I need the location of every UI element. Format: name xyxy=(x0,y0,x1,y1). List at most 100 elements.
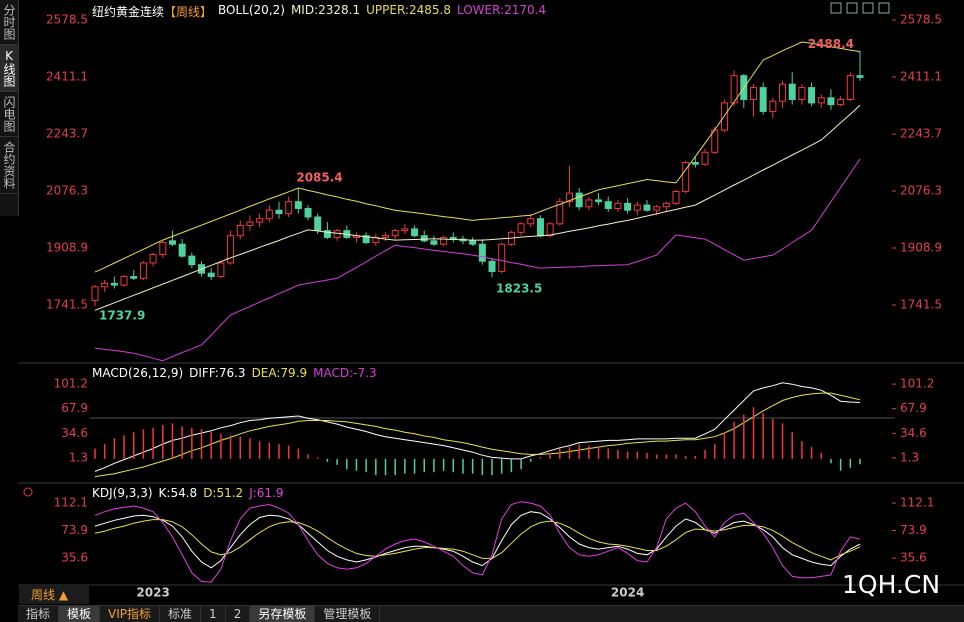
candle-body xyxy=(256,218,264,223)
y-tick-label: 2076.3 xyxy=(46,184,88,198)
y-tick-label: 2578.5 xyxy=(900,13,942,27)
tab[interactable]: 模板 xyxy=(59,606,101,622)
period-label: 【周线】 xyxy=(164,5,213,19)
candle-body xyxy=(178,243,186,257)
control-icon[interactable] xyxy=(846,2,858,14)
y-tick-label: 35.6 xyxy=(61,550,88,564)
x-tick-label: 2024 xyxy=(611,586,644,600)
candle-body xyxy=(817,97,825,104)
candle-body xyxy=(168,240,176,245)
side-tab[interactable]: 合约资料 xyxy=(0,137,18,194)
candle-body xyxy=(614,202,622,209)
candle-body xyxy=(159,242,167,255)
y-tick-label: 112.1 xyxy=(900,496,934,510)
candle-body xyxy=(265,209,273,220)
indicator-line xyxy=(94,41,861,273)
candle-body xyxy=(362,235,370,244)
indicator-line xyxy=(94,392,861,478)
candle-body xyxy=(488,260,496,272)
candle-body xyxy=(701,151,709,165)
candle-body xyxy=(382,235,390,238)
price-annotation: 1737.9 xyxy=(99,309,145,323)
instrument-title: 纽约黄金连续 xyxy=(92,5,165,19)
candle-body xyxy=(546,223,554,237)
candle-body xyxy=(556,201,564,225)
tab[interactable]: VIP指标 xyxy=(100,606,161,622)
y-tick-label: 34.6 xyxy=(61,426,88,440)
x-tick-label: 2023 xyxy=(136,586,169,600)
y-tick-label: 1.3 xyxy=(69,450,88,464)
candle-body xyxy=(130,276,138,279)
candle-body xyxy=(662,202,670,208)
candle-body xyxy=(440,236,448,245)
candle-body xyxy=(517,223,525,233)
candle-body xyxy=(139,262,147,279)
tab[interactable]: 指标 xyxy=(18,606,60,622)
candle-body xyxy=(91,286,99,301)
candle-body xyxy=(449,236,457,240)
indicator-name: MACD(26,12,9) xyxy=(92,366,184,380)
tab[interactable]: 2 xyxy=(226,606,251,622)
side-tab[interactable]: 闪电图 xyxy=(0,92,18,137)
legend-entry: K:54.8 xyxy=(158,486,198,500)
y-tick-label: 2411.1 xyxy=(900,70,942,84)
y-tick-label: 1.3 xyxy=(900,450,919,464)
candle-body xyxy=(498,243,506,272)
y-tick-label: 2411.1 xyxy=(46,70,88,84)
y-tick-label: 2076.3 xyxy=(900,184,942,198)
tab[interactable]: 管理模板 xyxy=(315,606,381,622)
legend-entry: D:51.2 xyxy=(203,486,244,500)
candle-body xyxy=(565,192,573,203)
candle-body xyxy=(788,83,796,101)
candle-body xyxy=(624,202,632,211)
indicator-line xyxy=(94,511,861,569)
indicator-line xyxy=(94,158,861,362)
candle-body xyxy=(749,87,757,101)
price-header: 纽约黄金连续 【周线】 BOLL(20,2) MID:2328.1 UPPER:2485… xyxy=(92,3,546,20)
candle-body xyxy=(323,230,331,238)
tab[interactable]: 另存模板 xyxy=(250,606,316,622)
candle-body xyxy=(808,87,816,104)
indicator-icon[interactable] xyxy=(23,487,33,497)
legend-entry: DIFF:76.3 xyxy=(189,366,246,380)
tab-bar: 指标 模板 VIP指标 标准 1 2 另存模板 管理模板 xyxy=(18,605,964,622)
sidebar: 分时图 K线图 闪电图 合约资料 xyxy=(0,0,19,216)
candle-body xyxy=(236,224,244,237)
y-tick-label: 73.9 xyxy=(900,523,927,537)
control-icon[interactable] xyxy=(862,2,874,14)
macd-header: MACD(26,12,9) DIFF:76.3 DEA:79.9 MACD:-7.3 xyxy=(92,366,377,380)
control-icon[interactable] xyxy=(830,2,842,14)
control-icon[interactable] xyxy=(878,2,890,14)
y-tick-label: 1741.5 xyxy=(900,298,942,312)
tab[interactable]: 1 xyxy=(201,606,226,622)
y-tick-label: 67.9 xyxy=(900,401,927,415)
y-tick-label: 112.1 xyxy=(54,496,88,510)
y-tick-label: 1741.5 xyxy=(46,298,88,312)
candle-body xyxy=(275,209,283,215)
period-button[interactable]: 周线 ▲ xyxy=(19,586,89,604)
candle-body xyxy=(798,87,806,101)
candle-body xyxy=(575,192,583,208)
candle-body xyxy=(527,218,535,225)
y-tick-label: 2243.7 xyxy=(900,127,942,141)
tab[interactable]: 标准 xyxy=(160,606,202,622)
legend-entry: MID:2328.1 xyxy=(290,3,361,17)
candle-body xyxy=(846,75,854,101)
y-tick-label: 73.9 xyxy=(61,523,88,537)
candle-body xyxy=(691,162,699,165)
candle-body xyxy=(314,216,322,232)
candle-body xyxy=(188,255,196,266)
indicator-line xyxy=(94,501,861,583)
side-tab[interactable]: K线图 xyxy=(0,45,18,92)
y-tick-label: 1908.9 xyxy=(46,241,88,255)
side-tab[interactable]: 分时图 xyxy=(0,0,18,45)
candle-body xyxy=(227,235,235,264)
watermark: 1QH.CN xyxy=(842,570,941,599)
candle-body xyxy=(110,282,118,286)
candle-body xyxy=(759,87,767,112)
y-tick-label: 67.9 xyxy=(61,401,88,415)
price-annotation: 1823.5 xyxy=(496,282,542,296)
candle-body xyxy=(682,162,690,192)
indicator-line xyxy=(94,104,861,311)
